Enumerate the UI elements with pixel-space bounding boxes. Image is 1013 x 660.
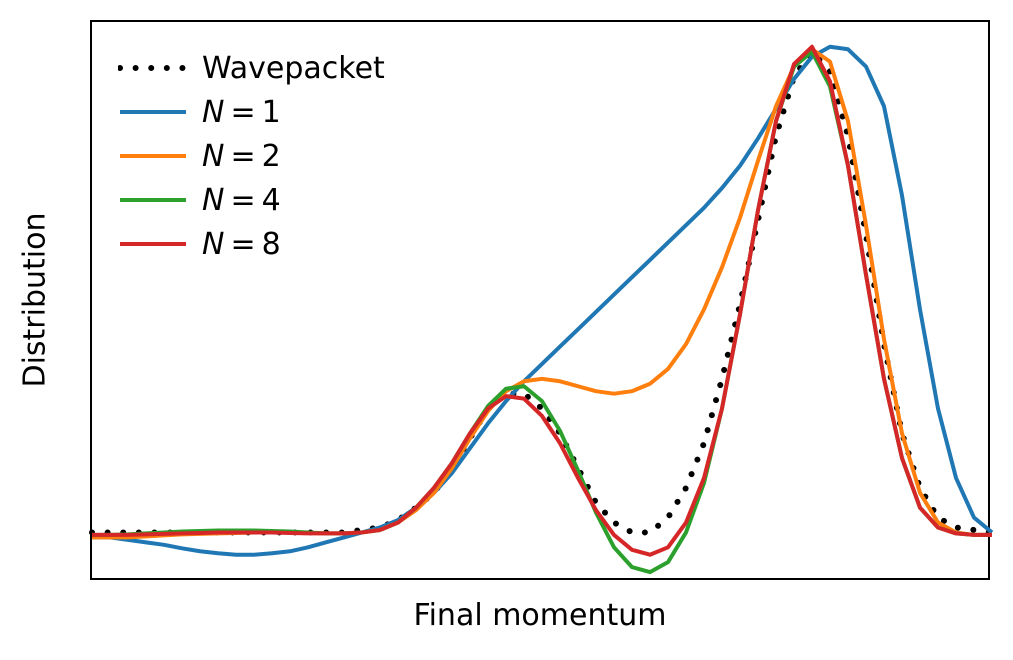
legend-label: N = 4: [202, 183, 281, 218]
legend-swatch: [118, 229, 188, 259]
legend-label: Wavepacket: [202, 51, 385, 86]
legend-swatch: [118, 185, 188, 215]
legend-label: N = 8: [202, 227, 281, 262]
legend-row: N = 2: [118, 134, 385, 178]
legend-swatch: [118, 141, 188, 171]
x-axis-label: Final momentum: [414, 598, 667, 633]
legend-label: N = 2: [202, 139, 281, 174]
legend-swatch: [118, 97, 188, 127]
legend-label: N = 1: [202, 95, 281, 130]
y-axis-label: Distribution: [18, 212, 53, 387]
legend-row: Wavepacket: [118, 46, 385, 90]
chart-container: Distribution Final momentum Wavepacket N …: [0, 0, 1013, 660]
legend-row: N = 1: [118, 90, 385, 134]
legend-row: N = 4: [118, 178, 385, 222]
legend-row: N = 8: [118, 222, 385, 266]
legend-swatch: [118, 53, 188, 83]
chart-legend: Wavepacket N = 1 N = 2 N = 4 N = 8: [108, 40, 395, 272]
